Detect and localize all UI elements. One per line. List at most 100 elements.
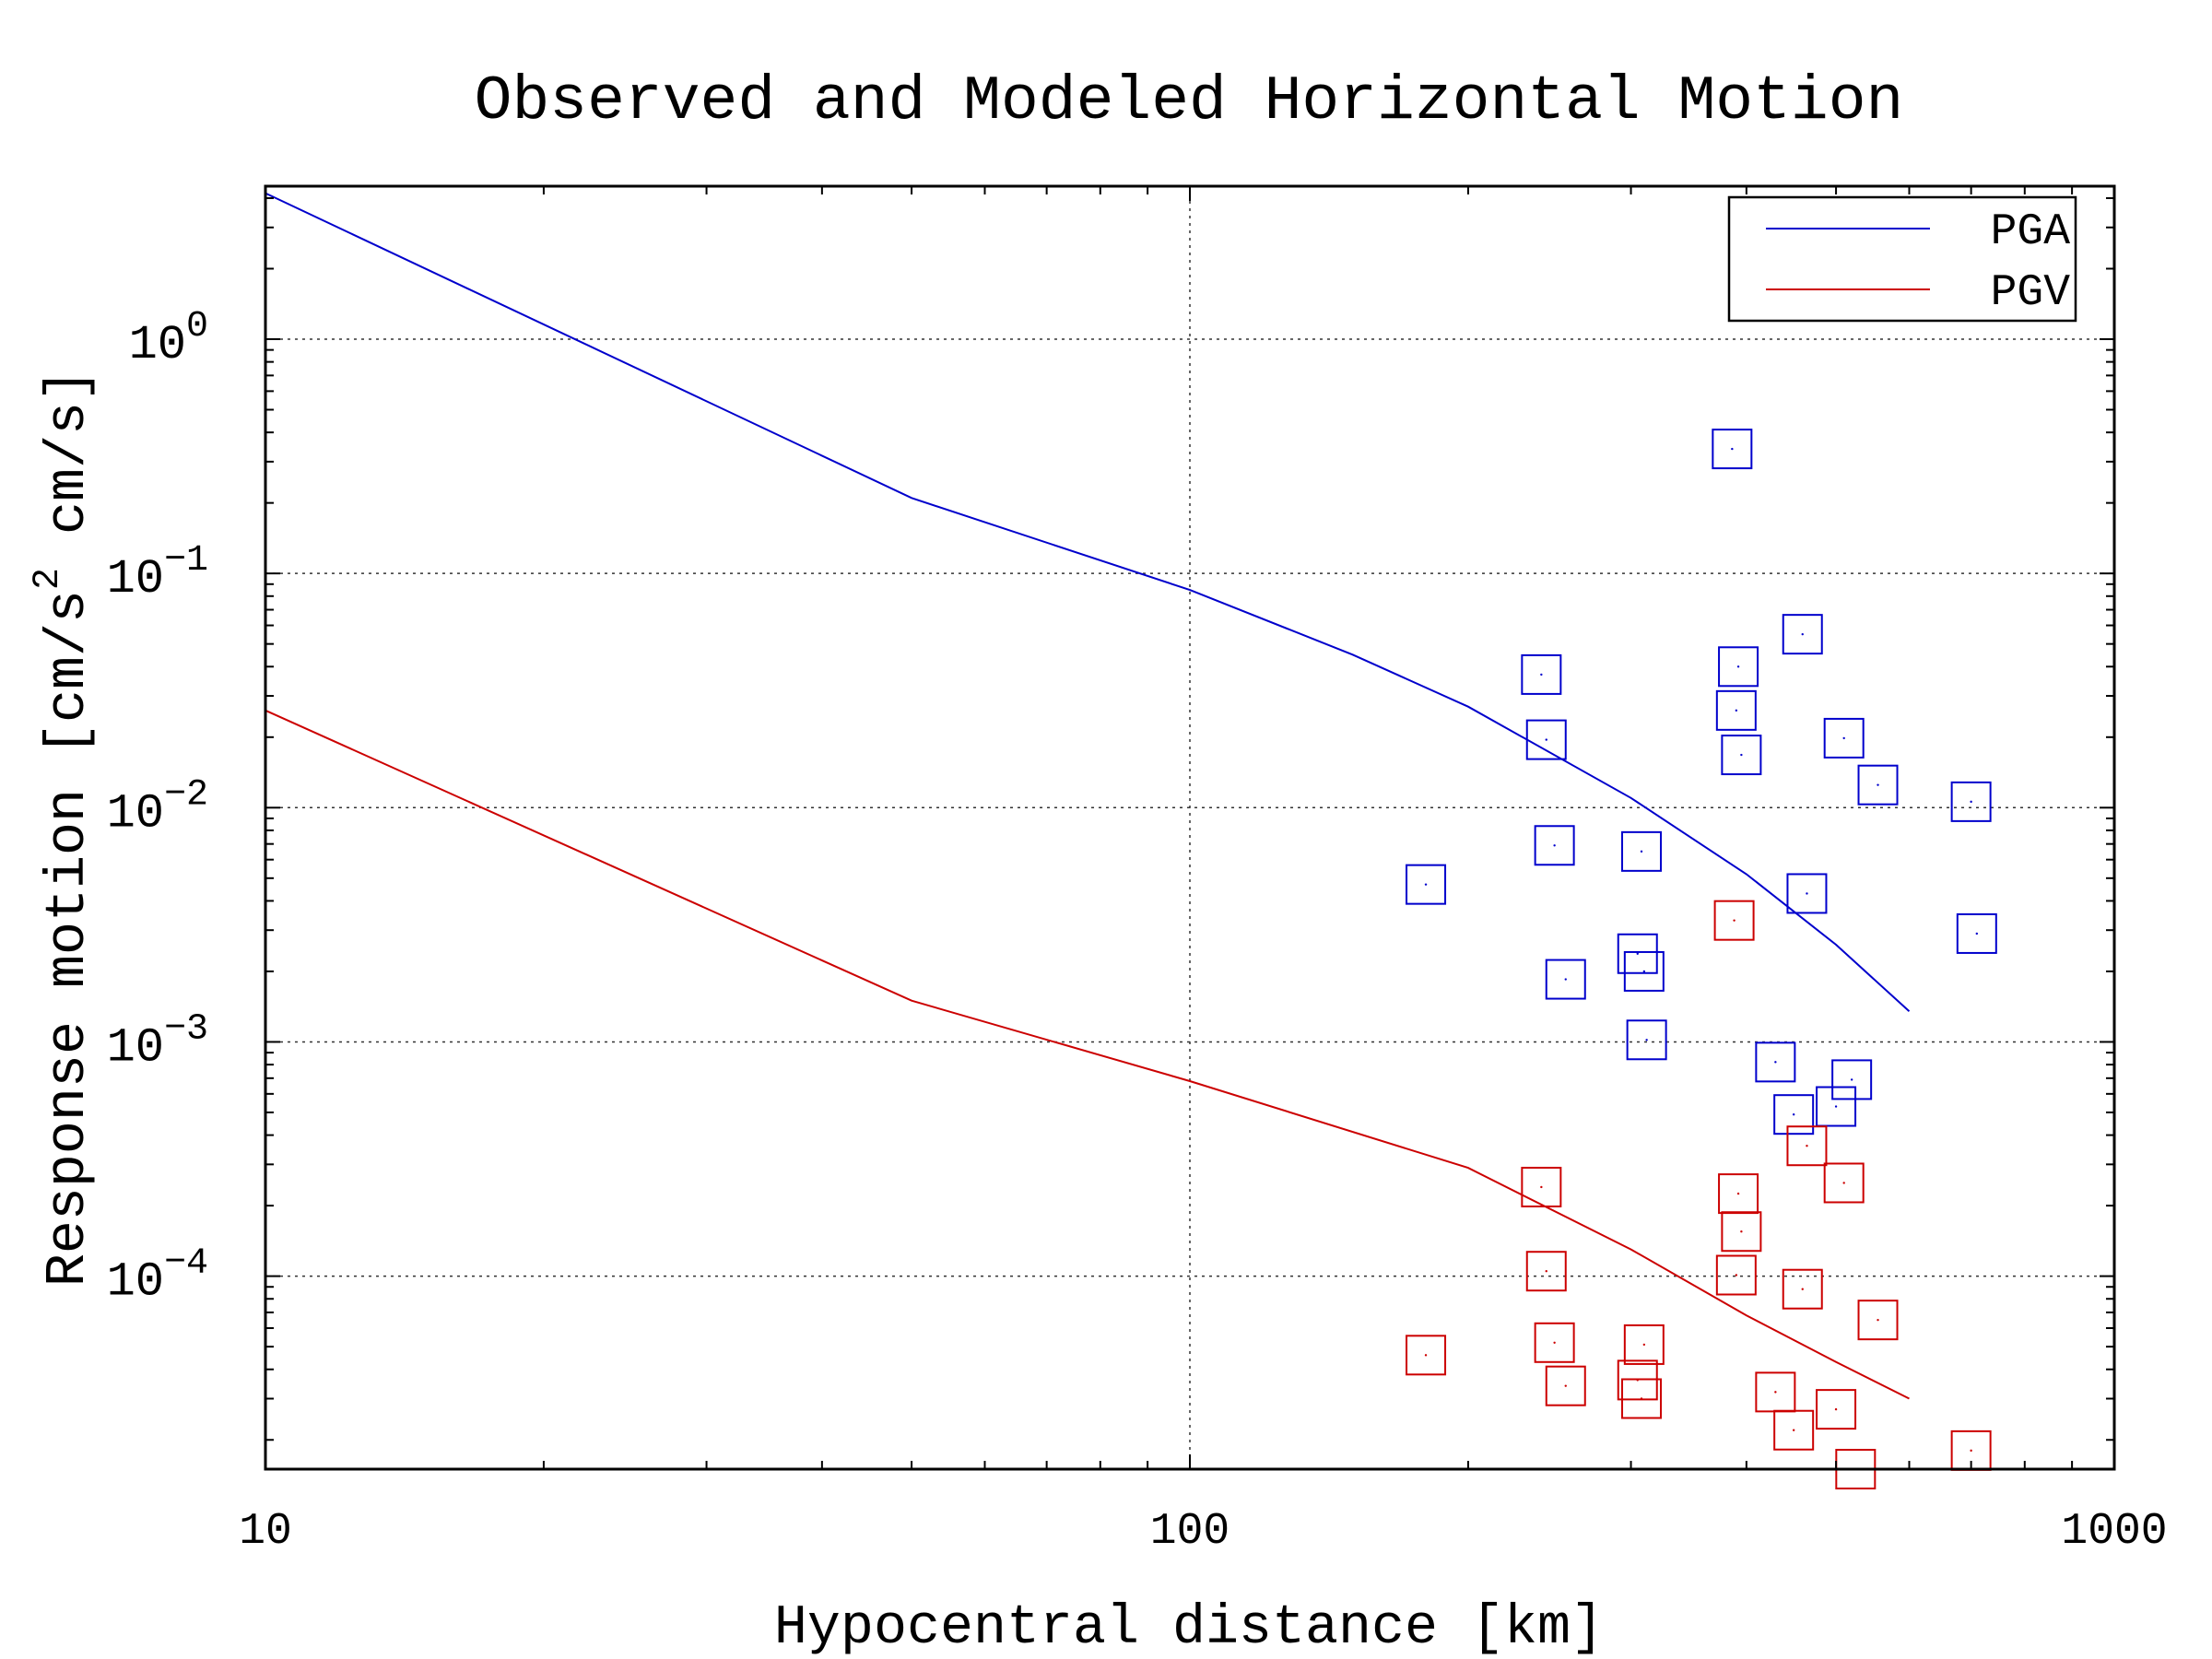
pga-observed-marker: [1521, 653, 1562, 695]
pgv-observed-dot: [1801, 1288, 1804, 1290]
pgv-observed-dot: [1424, 1354, 1428, 1357]
pga-observed-marker: [1715, 689, 1757, 731]
pga-observed-marker: [1617, 933, 1658, 974]
pga-observed-dot: [1731, 447, 1734, 451]
chart-title: Observed and Modeled Horizontal Motion: [475, 66, 1904, 137]
pgv-observed-dot: [1792, 1429, 1795, 1431]
pga-observed-marker: [1950, 781, 1992, 822]
pgv-observed-dot: [1642, 1343, 1646, 1347]
plot-markers: [1406, 429, 1997, 1489]
y-axis-label-exp: 2: [28, 568, 69, 590]
y-tick-exponent: 0: [186, 306, 208, 347]
pgv-observed-marker: [1786, 1125, 1828, 1167]
pgv-observed-dot: [1970, 1449, 1972, 1453]
pgv-observed-marker: [1721, 1211, 1762, 1253]
pga-observed-marker: [1623, 950, 1665, 992]
pgv-observed-marker: [1713, 900, 1755, 941]
grid: [265, 186, 2114, 1469]
x-tick-labels: 10 100 1000: [239, 1507, 2167, 1557]
pga-model-line: [265, 192, 1911, 1013]
pgv-observed-marker: [1823, 1162, 1865, 1204]
pga-observed-dot: [1970, 800, 1972, 804]
pgv-observed-dot: [1736, 1192, 1740, 1195]
pgv-observed-marker: [1534, 1322, 1575, 1363]
pga-observed-marker: [1823, 717, 1865, 759]
legend-box: [1727, 195, 2077, 323]
y-tick-label: 10−2: [107, 774, 208, 841]
pga-observed-dot: [1774, 1061, 1777, 1064]
pga-observed-marker: [1831, 1059, 1873, 1100]
pgv-observed-marker: [1857, 1300, 1899, 1341]
pgv-observed-dot: [1806, 1145, 1808, 1147]
pga-observed-marker: [1786, 873, 1828, 914]
pgv-observed-dot: [1540, 1185, 1543, 1189]
pgv-observed-marker: [1406, 1335, 1447, 1376]
pga-observed-marker: [1816, 1086, 1857, 1127]
pgv-observed-dot: [1553, 1341, 1556, 1344]
pgv-observed-marker: [1773, 1409, 1815, 1451]
pgv-model-line: [265, 709, 1910, 1400]
pga-observed-marker: [1755, 1041, 1796, 1083]
pga-observed-dot: [1877, 783, 1879, 786]
pgv-observed-marker: [1525, 1251, 1567, 1292]
y-tick-base: 10: [107, 552, 164, 606]
pgv-observed-dot: [1774, 1391, 1777, 1394]
y-tick-base: 10: [107, 1020, 164, 1075]
pga-observed-dot: [1842, 736, 1845, 740]
pga-observed-marker: [1626, 1019, 1667, 1061]
pga-observed-dot: [1834, 1105, 1838, 1108]
x-axis-label: Hypocentral distance [km]: [774, 1597, 1604, 1659]
pgv-observed-marker: [1816, 1389, 1857, 1430]
pgv-observed-dot: [1842, 1182, 1845, 1184]
pgv-observed-dot: [1877, 1318, 1879, 1322]
y-tick-exponent: −2: [164, 774, 208, 816]
pga-observed-dot: [1636, 952, 1639, 955]
pga-observed-marker: [1956, 912, 1997, 954]
pga-observed-dot: [1740, 753, 1743, 757]
y-tick-base: 10: [107, 786, 164, 841]
pga-observed-dot: [1642, 970, 1646, 973]
y-tick-base: 10: [129, 318, 186, 372]
y-tick-label: 100: [129, 306, 208, 372]
pgv-observed-dot: [1640, 1397, 1643, 1400]
pga-observed-marker: [1857, 764, 1899, 806]
pgv-observed-marker: [1782, 1268, 1823, 1310]
pga-observed-marker: [1545, 959, 1586, 1000]
pga-observed-dot: [1540, 673, 1543, 677]
axis-ticks: [265, 186, 2114, 1469]
x-tick-label: 1000: [2061, 1507, 2167, 1557]
pga-observed-dot: [1564, 978, 1567, 981]
pga-observed-marker: [1782, 614, 1823, 655]
pga-observed-dot: [1792, 1112, 1795, 1116]
y-tick-label: 10−1: [107, 540, 208, 606]
pga-observed-marker: [1718, 646, 1759, 688]
pga-observed-marker: [1534, 825, 1575, 866]
pga-observed-marker: [1721, 735, 1762, 776]
pga-observed-marker: [1773, 1094, 1815, 1135]
legend-label-pgv: PGV: [1991, 268, 2071, 318]
pga-observed-marker: [1621, 830, 1663, 872]
pga-observed-marker: [1406, 864, 1447, 905]
pga-observed-dot: [1801, 632, 1804, 636]
y-axis-label: Response motion [cm/s2 cm/s]: [28, 369, 100, 1287]
y-tick-label: 10−4: [107, 1243, 208, 1310]
pga-observed-dot: [1735, 709, 1738, 712]
x-tick-label: 10: [239, 1507, 292, 1557]
pga-observed-marker: [1712, 429, 1753, 470]
y-axis-label-tail: cm/s]: [38, 369, 100, 568]
pga-observed-dot: [1806, 892, 1808, 895]
y-tick-exponent: −4: [164, 1243, 208, 1285]
pgv-observed-dot: [1740, 1230, 1743, 1233]
plot-lines: [265, 192, 1911, 1400]
pgv-observed-marker: [1545, 1365, 1586, 1406]
pga-observed-dot: [1645, 1039, 1648, 1041]
pga-observed-marker: [1525, 719, 1567, 760]
pgv-observed-dot: [1834, 1407, 1838, 1411]
x-tick-label: 100: [1150, 1507, 1230, 1557]
pga-observed-dot: [1640, 850, 1643, 853]
pga-observed-dot: [1975, 932, 1979, 935]
pga-observed-dot: [1736, 665, 1740, 668]
pga-observed-dot: [1850, 1078, 1853, 1081]
